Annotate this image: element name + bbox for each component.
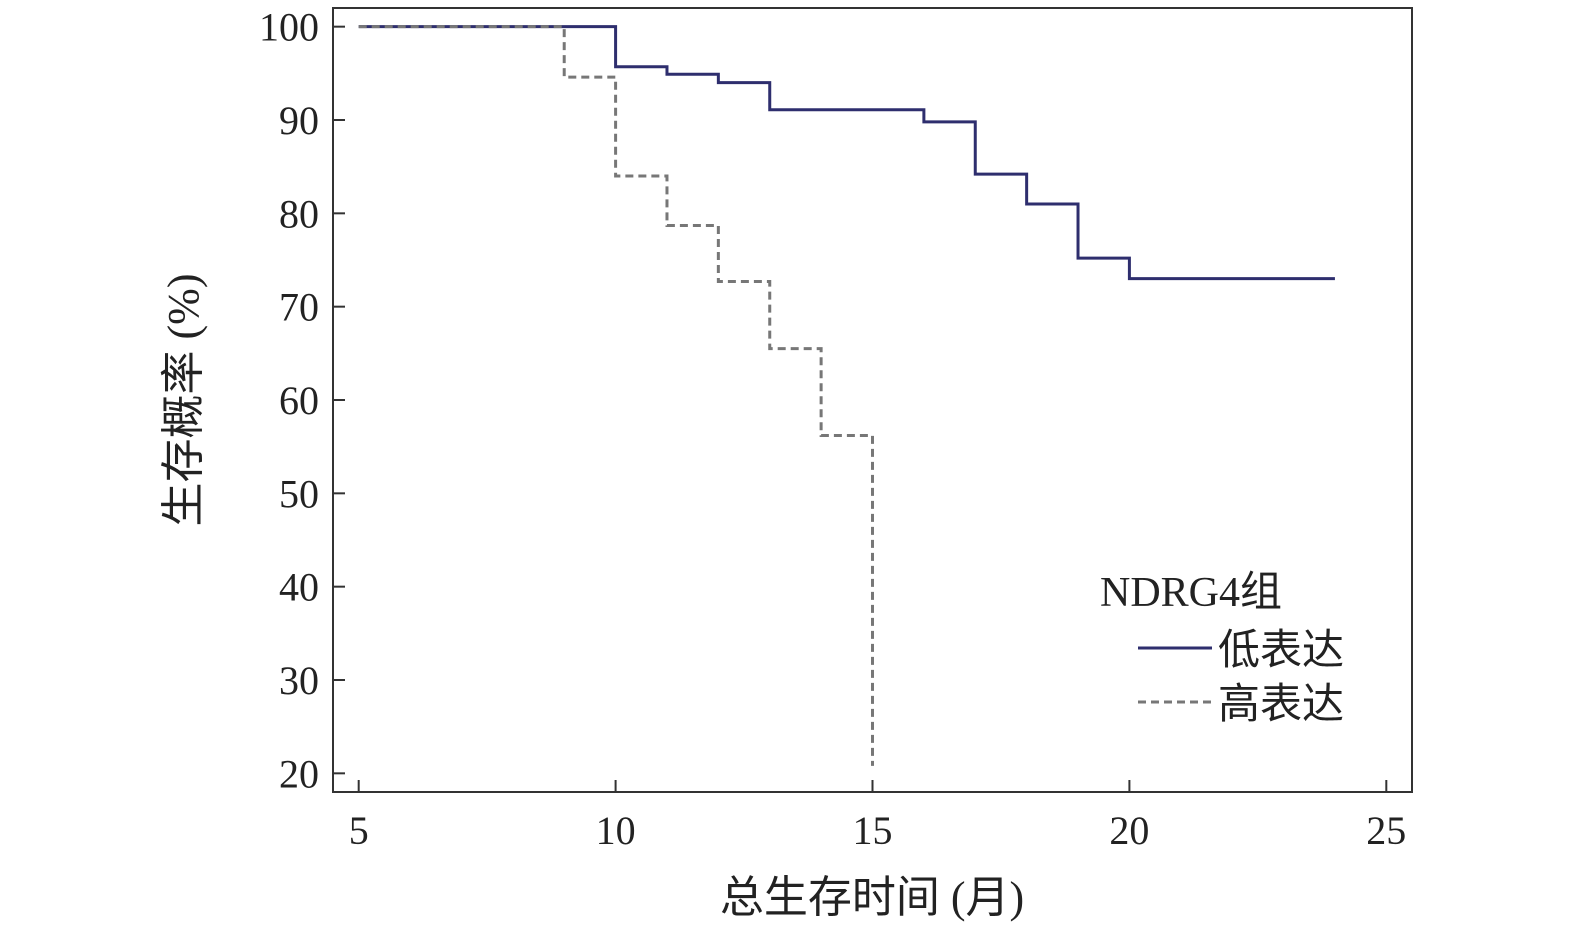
y-tick-label: 80 — [279, 191, 319, 236]
y-axis-ticks: 20 30 40 50 60 70 80 90 100 — [259, 5, 345, 796]
x-axis-ticks: 5 10 15 20 25 — [349, 780, 1406, 853]
y-tick-label: 70 — [279, 285, 319, 330]
series-line-high — [358, 25, 874, 766]
legend-title: NDRG4组 — [1100, 570, 1282, 616]
y-tick-label: 40 — [279, 565, 319, 610]
y-tick-label: 20 — [279, 751, 319, 796]
x-tick-label: 15 — [853, 808, 893, 853]
y-tick-label: 100 — [259, 5, 319, 50]
x-tick-label: 20 — [1109, 808, 1149, 853]
series-line-low — [358, 25, 1335, 281]
y-axis-title: 生存概率 (%) — [159, 274, 208, 527]
y-tick-label: 50 — [279, 471, 319, 516]
y-tick-label: 90 — [279, 98, 319, 143]
x-tick-label: 25 — [1366, 808, 1406, 853]
legend-label-low: 低表达 — [1218, 628, 1344, 674]
y-tick-label: 60 — [279, 378, 319, 423]
legend: NDRG4组 低表达 高表达 — [1100, 570, 1344, 728]
legend-label-high: 高表达 — [1218, 682, 1344, 728]
series-layer — [358, 25, 1335, 766]
x-tick-label: 5 — [349, 808, 369, 853]
y-tick-label: 30 — [279, 658, 319, 703]
x-tick-label: 10 — [596, 808, 636, 853]
x-axis-title: 总生存时间 (月) — [720, 873, 1024, 922]
